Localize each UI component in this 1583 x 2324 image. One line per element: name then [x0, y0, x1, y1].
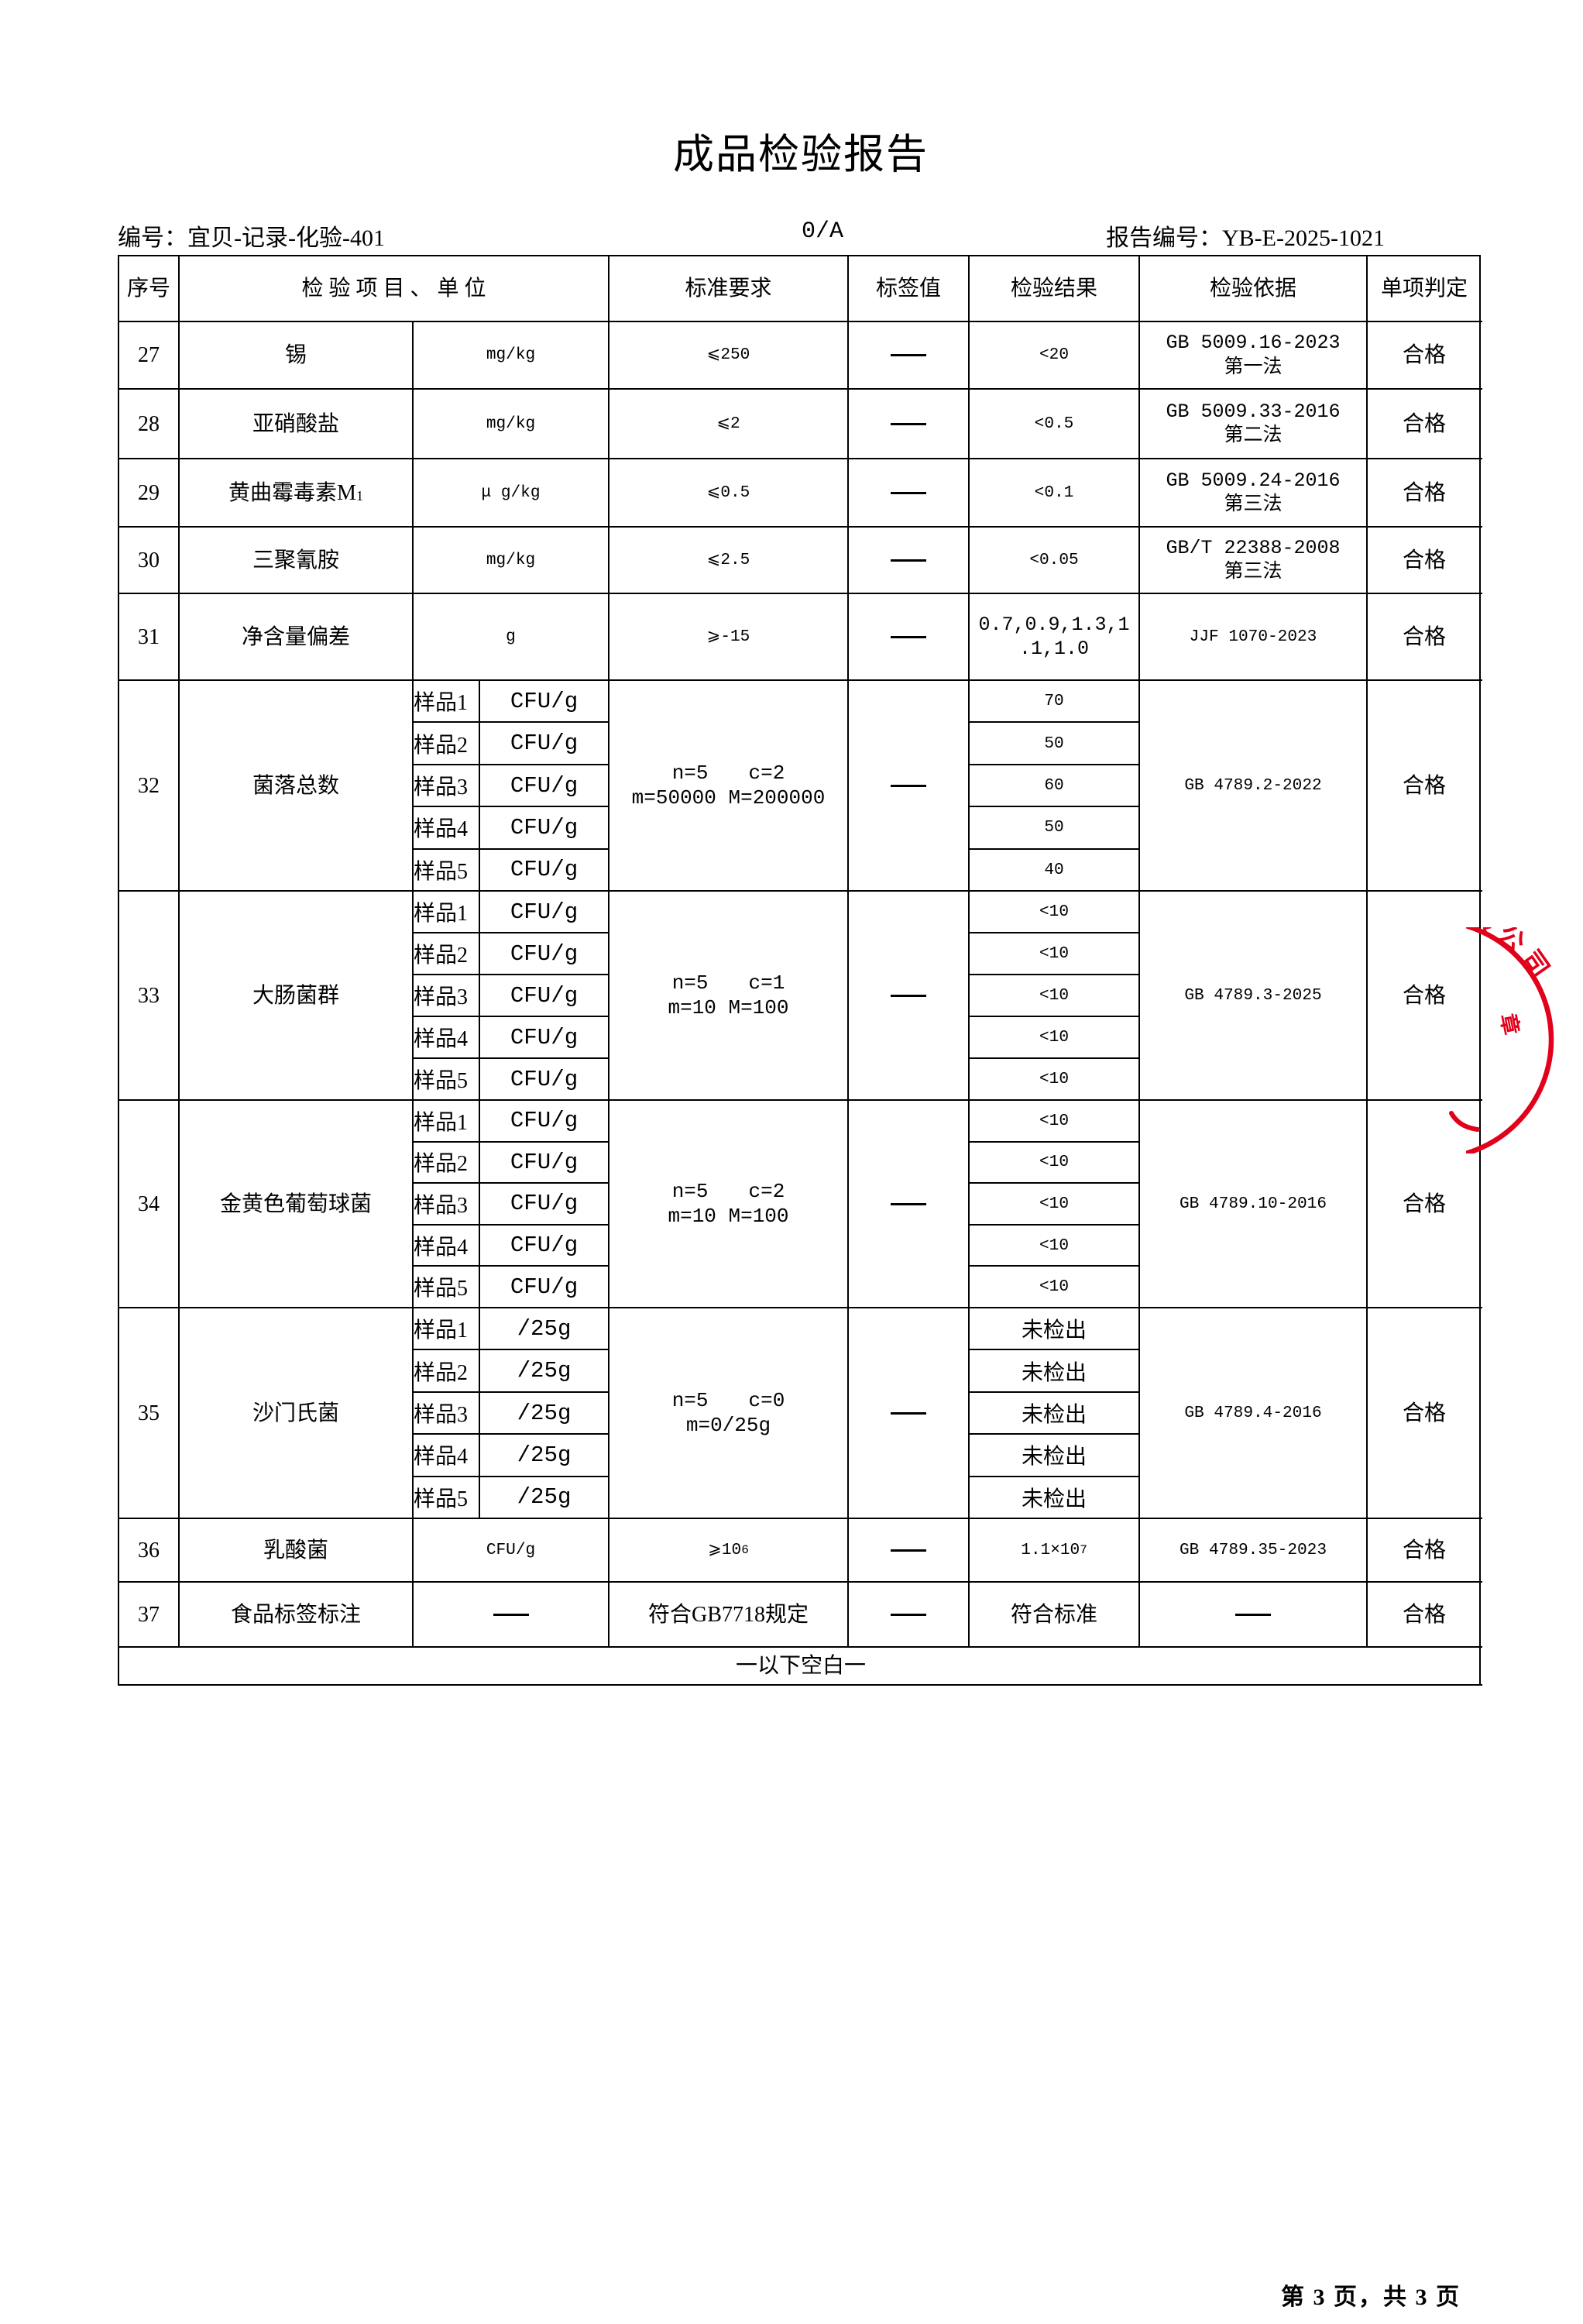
svg-text:章: 章: [1496, 1012, 1524, 1037]
